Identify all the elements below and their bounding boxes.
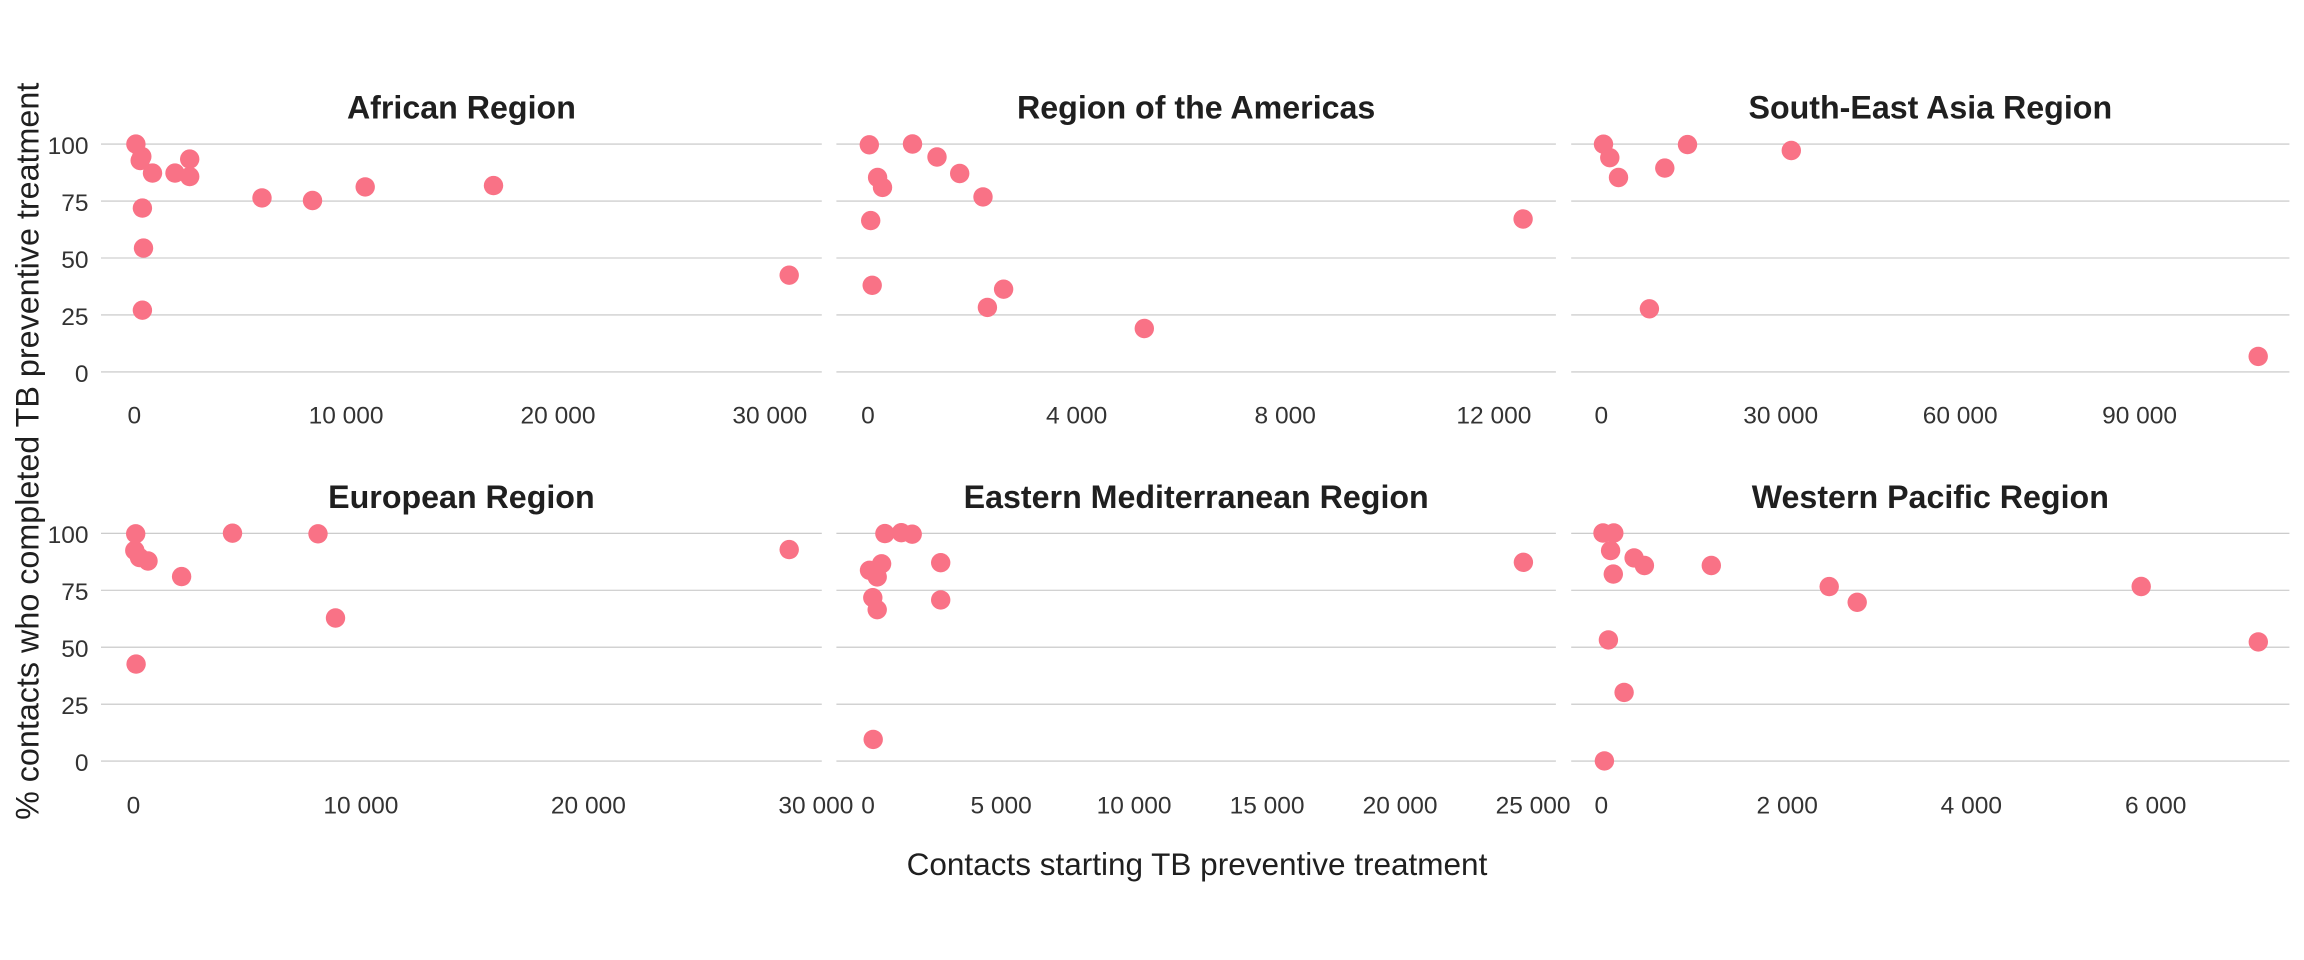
svg-text:5 000: 5 000	[970, 792, 1031, 819]
svg-text:0: 0	[861, 402, 875, 429]
svg-text:0: 0	[127, 402, 141, 429]
svg-text:Contacts starting TB preventiv: Contacts starting TB preventive treatmen…	[907, 846, 1488, 882]
svg-text:African Region: African Region	[347, 90, 576, 126]
svg-text:30 000: 30 000	[732, 402, 807, 429]
svg-text:75: 75	[61, 190, 88, 217]
svg-text:20 000: 20 000	[521, 402, 596, 429]
svg-text:25: 25	[61, 304, 88, 331]
svg-text:90 000: 90 000	[2102, 402, 2177, 429]
svg-text:60 000: 60 000	[1923, 402, 1998, 429]
svg-text:European Region: European Region	[328, 479, 594, 515]
svg-text:30 000: 30 000	[778, 792, 853, 819]
svg-text:25 000: 25 000	[1496, 792, 1571, 819]
svg-text:100: 100	[48, 522, 89, 549]
svg-text:6 000: 6 000	[2125, 792, 2186, 819]
svg-text:10 000: 10 000	[1097, 792, 1172, 819]
svg-text:20 000: 20 000	[551, 792, 626, 819]
svg-text:Western Pacific Region: Western Pacific Region	[1752, 479, 2109, 515]
svg-text:50: 50	[61, 636, 88, 663]
svg-text:4 000: 4 000	[1941, 792, 2002, 819]
svg-text:12 000: 12 000	[1456, 402, 1531, 429]
svg-text:8 000: 8 000	[1255, 402, 1316, 429]
svg-text:0: 0	[1594, 402, 1608, 429]
svg-text:50: 50	[61, 247, 88, 274]
svg-text:15 000: 15 000	[1230, 792, 1305, 819]
svg-text:0: 0	[75, 750, 89, 777]
svg-text:2 000: 2 000	[1757, 792, 1818, 819]
svg-text:% contacts who completed TB pr: % contacts who completed TB preventive t…	[10, 83, 46, 820]
svg-text:100: 100	[48, 133, 89, 160]
svg-text:30 000: 30 000	[1743, 402, 1818, 429]
svg-text:10 000: 10 000	[323, 792, 398, 819]
svg-text:0: 0	[861, 792, 875, 819]
svg-text:Region of the Americas: Region of the Americas	[1017, 90, 1375, 126]
svg-text:Eastern Mediterranean Region: Eastern Mediterranean Region	[964, 479, 1429, 515]
svg-text:0: 0	[127, 792, 141, 819]
svg-text:25: 25	[61, 693, 88, 720]
svg-text:10 000: 10 000	[309, 402, 384, 429]
svg-text:0: 0	[1594, 792, 1608, 819]
svg-text:4 000: 4 000	[1046, 402, 1107, 429]
svg-text:20 000: 20 000	[1363, 792, 1438, 819]
svg-text:75: 75	[61, 579, 88, 606]
svg-text:0: 0	[75, 361, 89, 388]
svg-text:South-East Asia Region: South-East Asia Region	[1748, 90, 2112, 126]
